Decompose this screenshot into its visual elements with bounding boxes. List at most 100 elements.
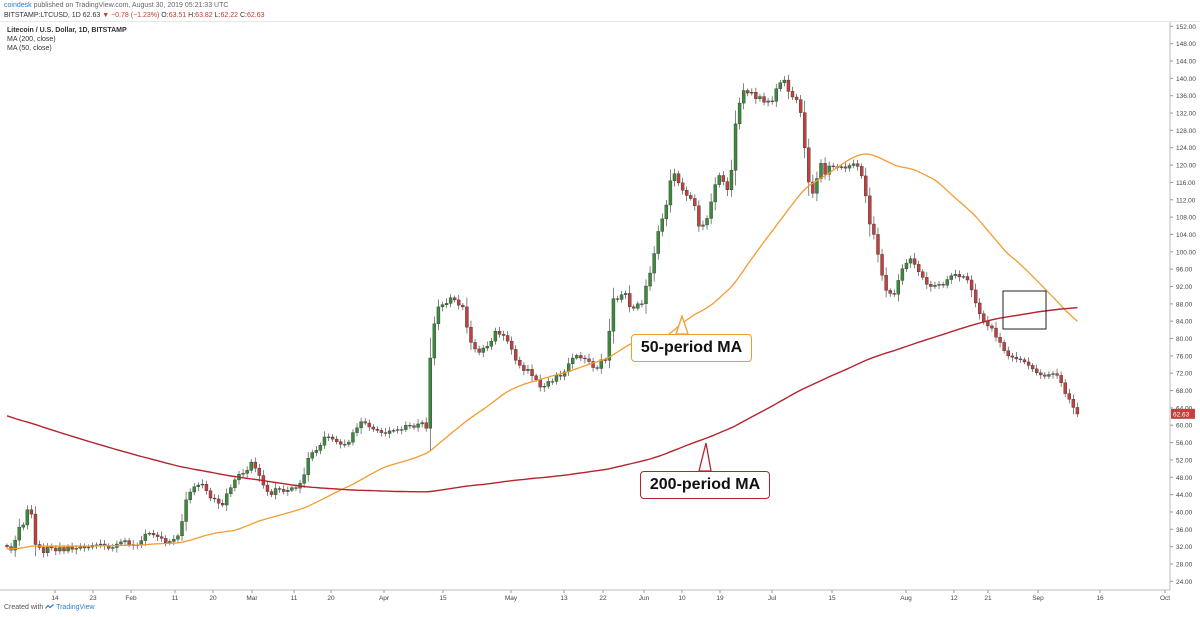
candle-body[interactable] (86, 546, 91, 549)
candle-body[interactable] (676, 173, 681, 184)
candle-body[interactable] (896, 280, 901, 295)
candle-body[interactable] (420, 422, 424, 425)
candle-body[interactable] (363, 421, 367, 424)
candle-body[interactable] (469, 327, 473, 343)
candle-body[interactable] (13, 539, 17, 551)
candle-body[interactable] (725, 181, 730, 190)
candle-body[interactable] (249, 461, 253, 471)
candle-body[interactable] (884, 275, 888, 291)
candle-body[interactable] (408, 425, 412, 427)
candle-body[interactable] (656, 231, 660, 254)
candle-body[interactable] (282, 489, 286, 492)
candle-body[interactable] (119, 541, 123, 545)
candle-body[interactable] (306, 457, 310, 475)
candle-body[interactable] (990, 325, 994, 329)
candle-body[interactable] (168, 541, 172, 543)
candle-body[interactable] (188, 491, 192, 501)
legend-ma50[interactable]: MA (50, close) (7, 45, 52, 52)
candle-body[interactable] (786, 79, 791, 92)
candle-body[interactable] (412, 425, 416, 428)
candle-body[interactable] (497, 330, 502, 335)
candle-body[interactable] (509, 340, 514, 350)
candle-body[interactable] (1018, 358, 1023, 360)
candle-body[interactable] (953, 274, 958, 276)
candle-body[interactable] (501, 333, 506, 336)
candle-body[interactable] (343, 444, 347, 446)
candle-body[interactable] (359, 421, 363, 429)
candle-body[interactable] (693, 198, 697, 207)
candle-body[interactable] (143, 533, 148, 541)
candle-body[interactable] (457, 299, 461, 306)
candle-body[interactable] (1014, 356, 1019, 360)
candle-body[interactable] (766, 100, 770, 103)
candle-body[interactable] (379, 430, 384, 433)
candle-body[interactable] (770, 100, 774, 102)
candle-body[interactable] (314, 450, 319, 453)
candle-body[interactable] (982, 313, 986, 322)
candle-body[interactable] (684, 190, 689, 196)
candle-body[interactable] (396, 429, 400, 431)
candle-body[interactable] (400, 429, 404, 431)
candle-body[interactable] (176, 535, 180, 540)
candle-body[interactable] (538, 379, 542, 388)
candle-body[interactable] (762, 96, 766, 103)
candle-body[interactable] (790, 91, 795, 98)
candle-body[interactable] (815, 178, 819, 194)
candle-body[interactable] (216, 498, 221, 504)
candle-body[interactable] (550, 381, 555, 383)
candle-body[interactable] (774, 88, 778, 102)
candle-body[interactable] (1035, 368, 1039, 373)
candle-body[interactable] (436, 306, 441, 324)
candle-body[interactable] (595, 367, 599, 369)
candle-body[interactable] (453, 297, 457, 301)
candle-body[interactable] (689, 195, 693, 199)
candle-body[interactable] (1006, 350, 1010, 357)
candle-body[interactable] (514, 349, 518, 361)
candle-body[interactable] (636, 303, 640, 309)
candle-body[interactable] (652, 253, 656, 274)
candle-body[interactable] (518, 359, 522, 366)
candle-body[interactable] (74, 548, 78, 550)
candle-body[interactable] (562, 371, 567, 377)
candle-body[interactable] (737, 102, 742, 125)
candle-body[interactable] (672, 173, 677, 181)
candle-body[interactable] (444, 303, 449, 305)
candle-body[interactable] (1026, 361, 1031, 366)
candle-body[interactable] (994, 327, 998, 338)
candle-body[interactable] (908, 258, 913, 264)
candle-body[interactable] (241, 473, 245, 475)
candle-body[interactable] (619, 294, 624, 300)
candle-body[interactable] (200, 484, 205, 486)
candle-body[interactable] (371, 426, 375, 430)
candle-body[interactable] (811, 181, 815, 194)
candle-body[interactable] (269, 491, 274, 495)
candle-body[interactable] (969, 279, 974, 291)
candle-body[interactable] (493, 330, 498, 342)
candle-body[interactable] (164, 538, 168, 543)
candle-body[interactable] (1063, 382, 1067, 394)
candle-body[interactable] (680, 182, 685, 191)
candle-body[interactable] (1051, 373, 1055, 375)
candle-body[interactable] (660, 218, 664, 232)
candle-body[interactable] (29, 509, 34, 515)
candle-body[interactable] (123, 540, 127, 543)
candle-body[interactable] (1043, 374, 1047, 377)
candle-body[interactable] (587, 358, 591, 362)
candle-body[interactable] (880, 254, 884, 276)
candle-body[interactable] (697, 205, 701, 227)
candle-body[interactable] (855, 163, 860, 167)
candle-body[interactable] (1067, 393, 1071, 400)
candle-body[interactable] (709, 201, 713, 219)
candle-body[interactable] (965, 276, 970, 281)
candle-body[interactable] (916, 264, 921, 272)
candle-body[interactable] (864, 175, 868, 197)
candle-body[interactable] (831, 165, 835, 168)
candle-body[interactable] (225, 493, 229, 506)
candle-body[interactable] (912, 258, 917, 265)
candle-body[interactable] (892, 293, 896, 295)
candle-body[interactable] (273, 488, 278, 495)
candle-body[interactable] (644, 285, 648, 305)
candle-body[interactable] (82, 546, 87, 549)
candle-body[interactable] (729, 170, 734, 190)
